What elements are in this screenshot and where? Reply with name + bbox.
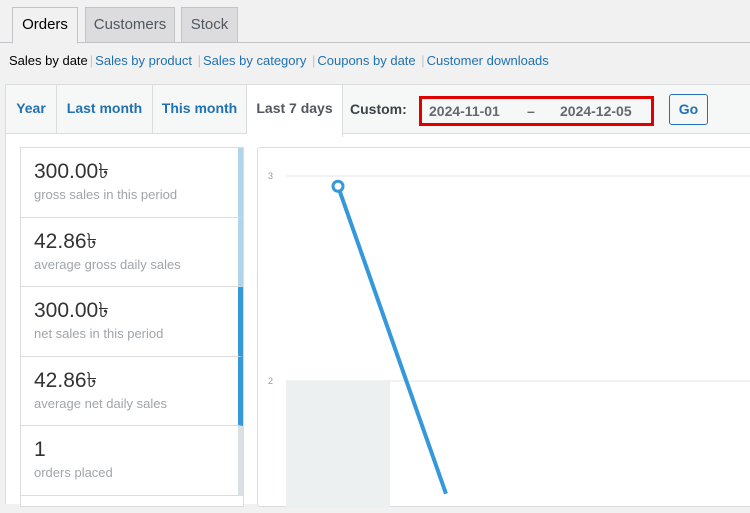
stat-net-sales[interactable]: 300.00৳ net sales in this period bbox=[21, 287, 243, 357]
range-last-month[interactable]: Last month bbox=[57, 85, 153, 134]
stat-value: 42.86৳ bbox=[34, 229, 98, 253]
y-tick-label: 2 bbox=[268, 376, 273, 386]
custom-label: Custom: bbox=[350, 101, 407, 117]
stat-label: orders placed bbox=[34, 465, 113, 480]
subnav-sales-by-date[interactable]: Sales by date bbox=[9, 53, 88, 68]
stat-value: 42.86৳ bbox=[34, 368, 98, 392]
series-line bbox=[336, 185, 448, 495]
end-date-input[interactable]: 2024-12-05 bbox=[560, 103, 632, 119]
stat-gross-sales[interactable]: 300.00৳ gross sales in this period bbox=[21, 148, 243, 218]
subnav-sales-by-category[interactable]: Sales by category bbox=[203, 53, 307, 68]
range-year[interactable]: Year bbox=[6, 85, 57, 134]
stat-label: net sales in this period bbox=[34, 326, 164, 341]
data-point bbox=[331, 179, 345, 193]
stat-value: 300.00৳ bbox=[34, 299, 109, 322]
stat-value: 1 bbox=[34, 438, 46, 461]
start-date-input[interactable]: 2024-11-01 bbox=[429, 103, 500, 119]
date-separator: – bbox=[527, 103, 535, 119]
date-range-bar: Year Last month This month Last 7 days C… bbox=[5, 84, 750, 137]
stat-label: average gross daily sales bbox=[34, 256, 181, 272]
stats-legend: 300.00৳ gross sales in this period 42.86৳… bbox=[20, 147, 244, 507]
y-tick-label: 3 bbox=[268, 171, 273, 181]
stat-label: gross sales in this period bbox=[34, 187, 178, 202]
stat-average-gross[interactable]: 42.86৳ average gross daily sales bbox=[21, 217, 243, 287]
range-this-month[interactable]: This month bbox=[153, 85, 247, 134]
stat-orders-placed[interactable]: 1 orders placed bbox=[21, 426, 243, 496]
stat-average-net[interactable]: 42.86৳ average net daily sales bbox=[21, 356, 243, 426]
tab-orders[interactable]: Orders bbox=[12, 7, 78, 44]
custom-date-range: 2024-11-01 – 2024-12-05 bbox=[419, 96, 654, 126]
subnav-coupons-by-date[interactable]: Coupons by date bbox=[317, 53, 416, 68]
go-button[interactable]: Go bbox=[669, 94, 708, 125]
tab-stock[interactable]: Stock bbox=[181, 7, 238, 43]
range-last-7-days[interactable]: Last 7 days bbox=[247, 85, 343, 137]
subnav-sales-by-product[interactable]: Sales by product bbox=[95, 53, 193, 68]
stat-label: average net daily sales bbox=[34, 395, 167, 411]
report-subnav: Sales by date | Sales by product | Sales by… bbox=[9, 53, 549, 68]
subnav-customer-downloads[interactable]: Customer downloads bbox=[426, 53, 549, 68]
bar bbox=[286, 381, 390, 508]
report-tabs: Orders Customers Stock bbox=[0, 0, 750, 44]
sales-chart: 3 2 bbox=[257, 147, 750, 508]
tab-customers[interactable]: Customers bbox=[85, 7, 175, 43]
stat-value: 300.00৳ bbox=[34, 160, 109, 183]
chart-svg: 3 2 bbox=[268, 171, 750, 508]
